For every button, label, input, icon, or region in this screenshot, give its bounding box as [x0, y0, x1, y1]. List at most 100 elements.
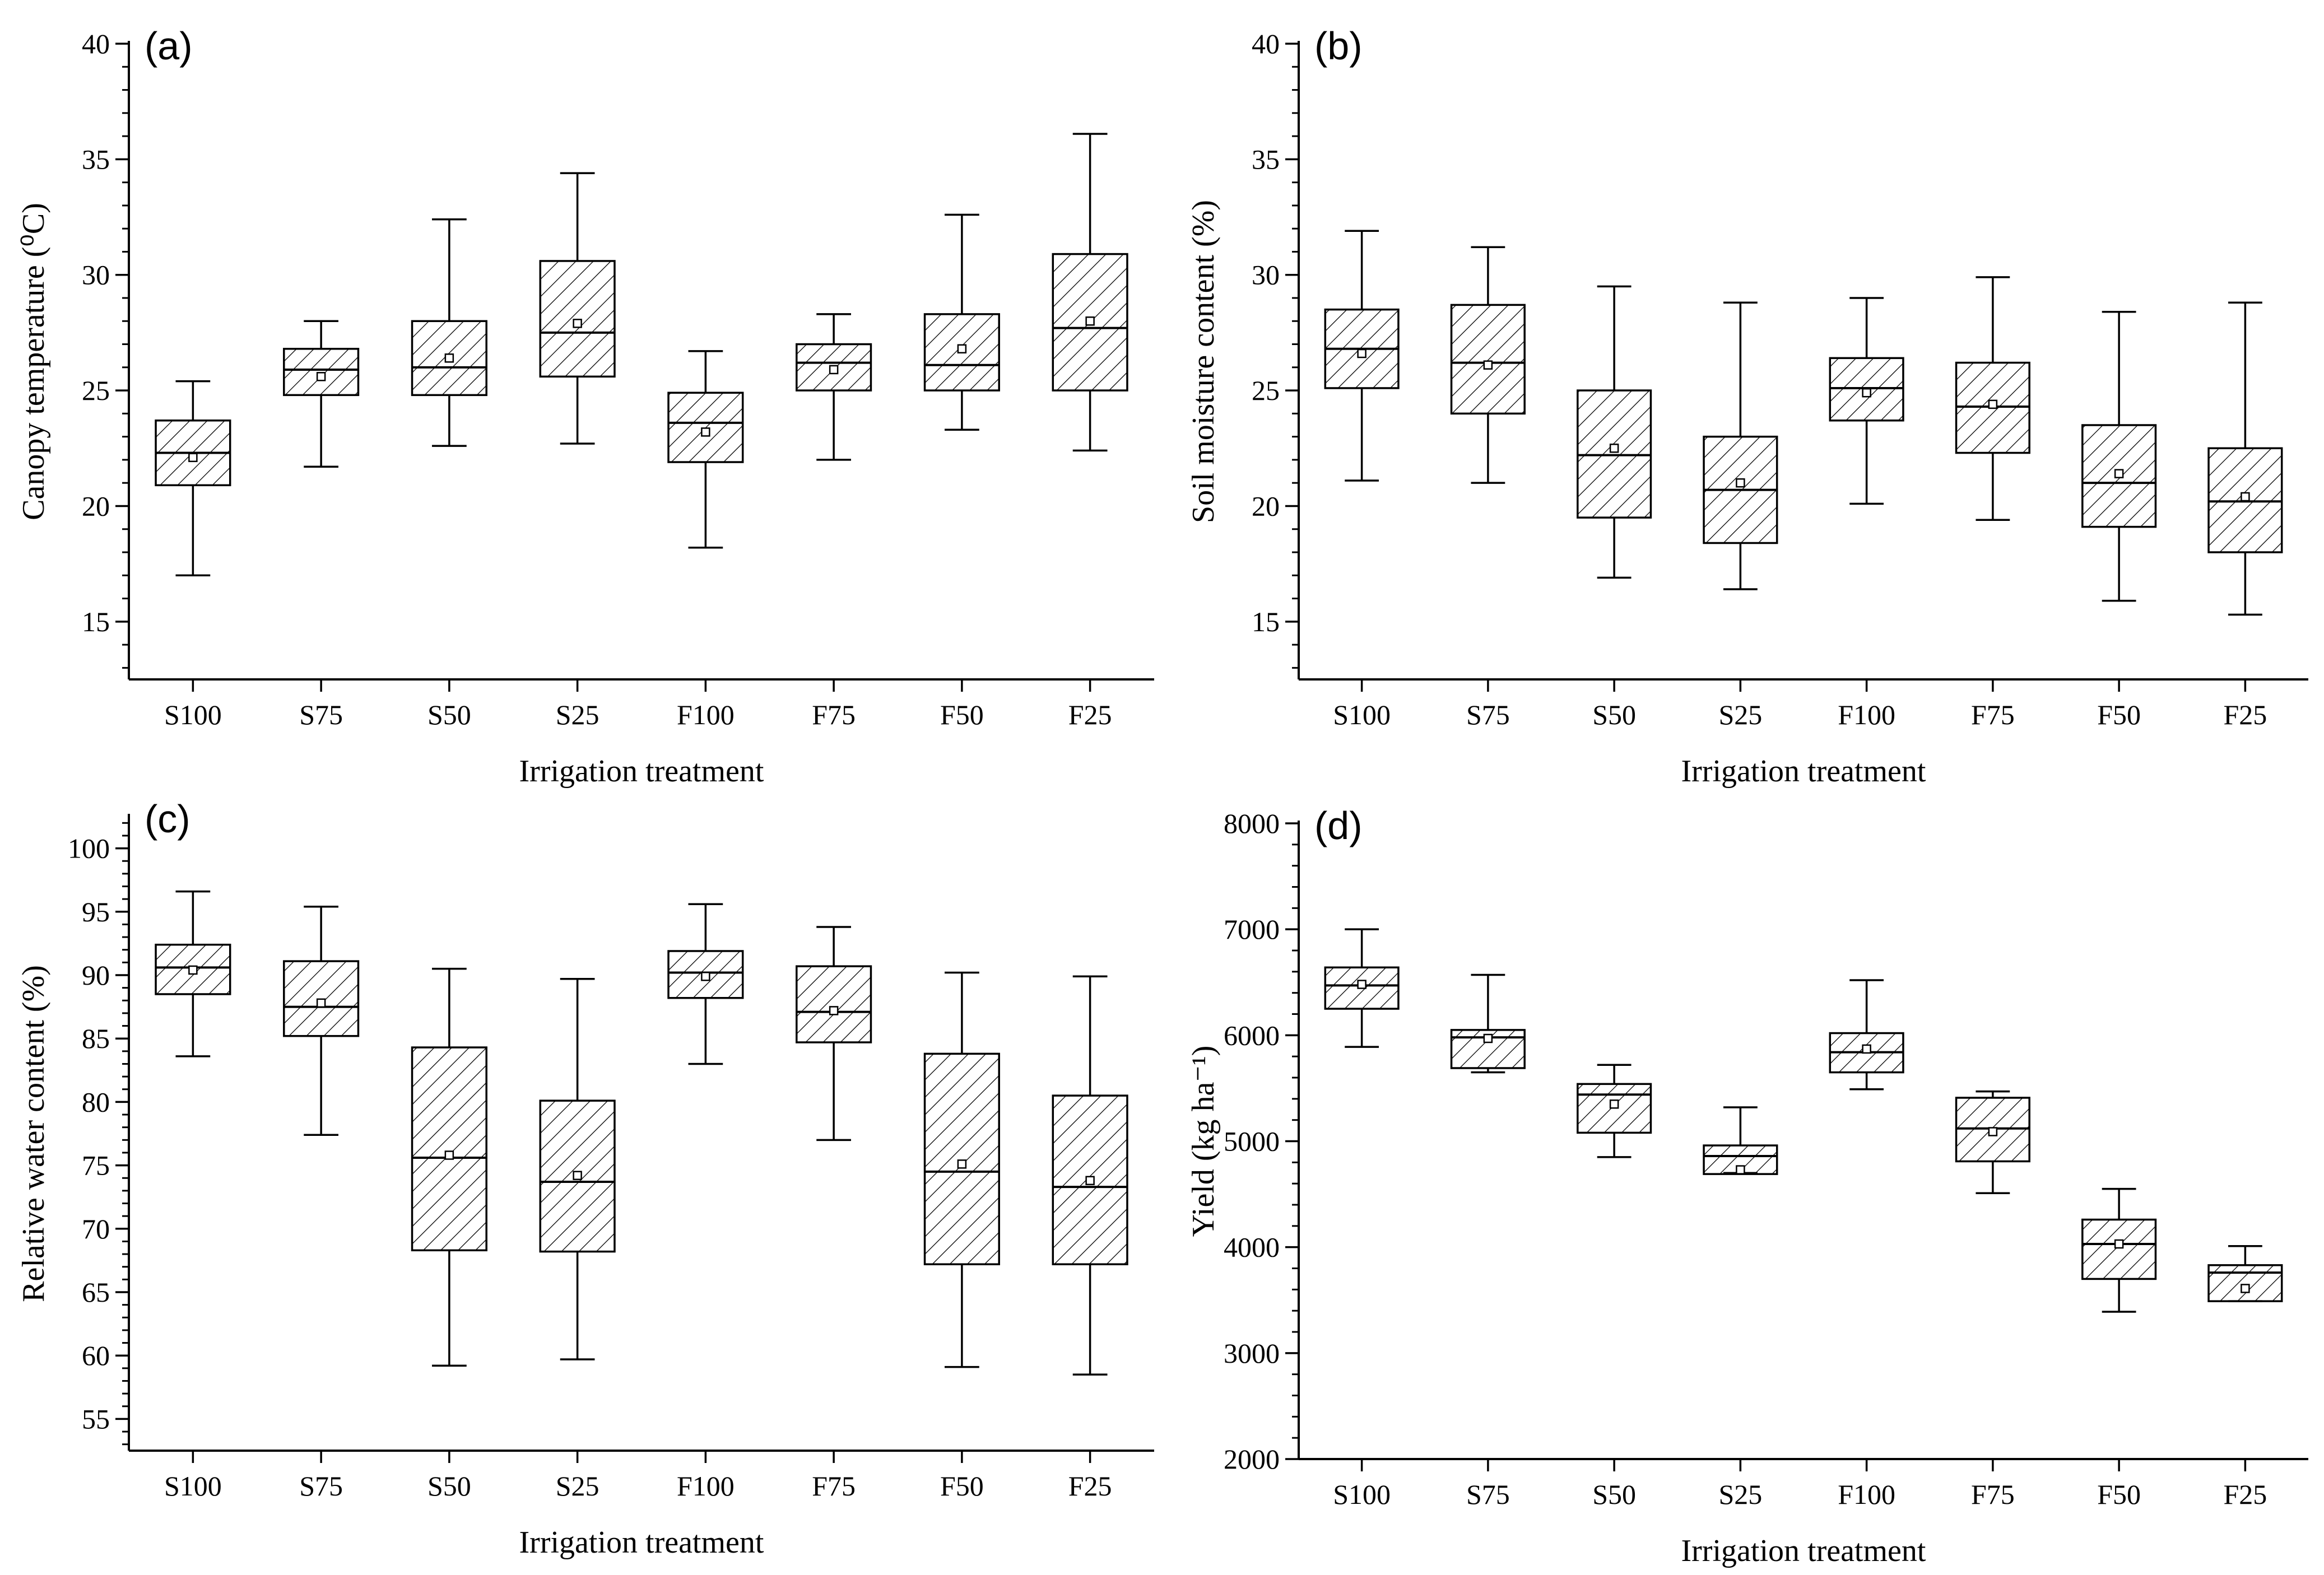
x-tick-label: F75	[812, 699, 856, 730]
mean-marker	[1085, 1176, 1095, 1186]
mean-marker	[444, 353, 454, 363]
iqr-box	[1450, 304, 1526, 415]
x-tick-label: F50	[940, 1470, 984, 1502]
x-axis-title: Irrigation treatment	[1681, 754, 1926, 789]
box-S100	[155, 380, 231, 577]
y-tick-label: 70	[82, 1213, 110, 1245]
mean-marker	[2114, 1239, 2124, 1249]
mean-marker	[316, 998, 326, 1008]
x-tick-label: S75	[1466, 1479, 1510, 1510]
x-tick-label: F100	[677, 699, 735, 730]
x-tick-label: S100	[164, 1470, 222, 1502]
x-tick-label: F75	[812, 1470, 856, 1502]
mean-marker	[957, 344, 967, 354]
iqr-box	[1577, 389, 1652, 519]
box-F25	[1052, 133, 1128, 452]
box-S75	[283, 905, 360, 1136]
y-tick-label: 30	[82, 259, 110, 291]
mean-marker	[1357, 980, 1366, 989]
mean-marker	[1357, 348, 1366, 358]
box-S100	[1324, 230, 1400, 482]
panel-letter: (b)	[1314, 24, 1363, 68]
panel-d: 2000 3000 4000 5000 6000 7000 8000 S100 S75 S50 S2…	[1186, 804, 2308, 1568]
y-tick-label: 25	[1252, 375, 1280, 406]
y-axis-title: Relative water content (%)	[16, 965, 51, 1302]
x-tick-label: F25	[1068, 699, 1112, 730]
y-tick-label: 85	[82, 1023, 110, 1054]
y-tick-label: 7000	[1224, 914, 1280, 945]
x-tick-label: S100	[1333, 1479, 1391, 1510]
iqr-box	[796, 965, 872, 1043]
x-tick-label: F50	[2097, 1479, 2141, 1510]
x-tick-label: S25	[556, 699, 599, 730]
box-S25	[1703, 301, 1778, 590]
mean-marker	[2241, 492, 2250, 502]
y-axis-title: Canopy temperature (⁰C)	[16, 203, 51, 520]
iqr-box	[539, 260, 616, 378]
x-tick-label: F50	[2097, 699, 2141, 730]
box-S100	[1324, 928, 1400, 1048]
mean-marker	[1609, 444, 1619, 453]
x-tick-label: F100	[677, 1470, 735, 1502]
iqr-box	[2081, 1218, 2157, 1280]
x-tick-label: F75	[1971, 699, 2015, 730]
x-tick-label: S100	[1333, 699, 1391, 730]
y-tick-label: 40	[1252, 28, 1280, 59]
y-tick-label: 100	[68, 833, 110, 864]
box-F50	[923, 213, 1000, 431]
x-tick-label: S25	[1718, 1479, 1762, 1510]
box-F75	[796, 313, 872, 461]
y-tick-label: 20	[1252, 490, 1280, 521]
box-F50	[2081, 1187, 2157, 1313]
panel-letter: (d)	[1314, 804, 1363, 847]
panel-letter: (a)	[145, 24, 193, 68]
y-tick-label: 90	[82, 959, 110, 991]
x-tick-label: S75	[1466, 699, 1510, 730]
iqr-box	[923, 1052, 1000, 1265]
x-tick-label: F100	[1838, 1479, 1895, 1510]
iqr-box	[667, 392, 744, 463]
mean-marker	[573, 1171, 582, 1180]
box-F100	[1829, 297, 1904, 505]
box-S25	[1703, 1106, 1778, 1175]
y-tick-label: 15	[82, 606, 110, 637]
mean-marker	[829, 365, 839, 375]
mean-marker	[701, 427, 710, 437]
mean-marker	[2241, 1284, 2250, 1293]
x-tick-label: F100	[1838, 699, 1895, 730]
mean-marker	[701, 972, 710, 981]
x-axis-title: Irrigation treatment	[519, 754, 764, 789]
box-S25	[539, 172, 616, 445]
iqr-box	[1052, 253, 1128, 392]
iqr-box	[1324, 966, 1400, 1010]
x-tick-label: S100	[164, 699, 222, 730]
y-tick-label: 95	[82, 896, 110, 928]
panel-letter: (c)	[145, 797, 190, 841]
y-tick-label: 2000	[1224, 1443, 1280, 1475]
box-F100	[667, 903, 744, 1065]
panel-b: 15 20 25 30 35 40 S100 S75 S50 S25 F100 F75 F50 F25 (…	[1186, 24, 2308, 789]
box-F25	[2207, 301, 2283, 616]
mean-marker	[1988, 1127, 1998, 1136]
x-axis-title: Irrigation treatment	[1681, 1534, 1926, 1568]
box-F50	[2081, 311, 2157, 602]
box-F75	[1955, 276, 2030, 521]
panel-c: 55 60 65 70 75 80 85 90 95 100 S100 S75 S50 S25 F100 F7…	[16, 797, 1154, 1560]
box-S50	[1577, 285, 1652, 579]
box-F75	[796, 926, 872, 1141]
y-tick-label: 4000	[1224, 1232, 1280, 1263]
mean-marker	[1862, 388, 1871, 398]
x-tick-label: S75	[299, 1470, 343, 1502]
x-tick-label: S75	[299, 699, 343, 730]
box-S75	[283, 320, 360, 468]
mean-marker	[2114, 469, 2124, 478]
mean-marker	[1483, 1033, 1493, 1043]
y-tick-label: 80	[82, 1086, 110, 1117]
x-tick-label: S50	[1592, 1479, 1636, 1510]
box-F100	[1829, 979, 1904, 1091]
box-F100	[667, 350, 744, 549]
mean-marker	[188, 453, 198, 463]
y-tick-label: 35	[82, 143, 110, 175]
iqr-box	[283, 348, 360, 397]
